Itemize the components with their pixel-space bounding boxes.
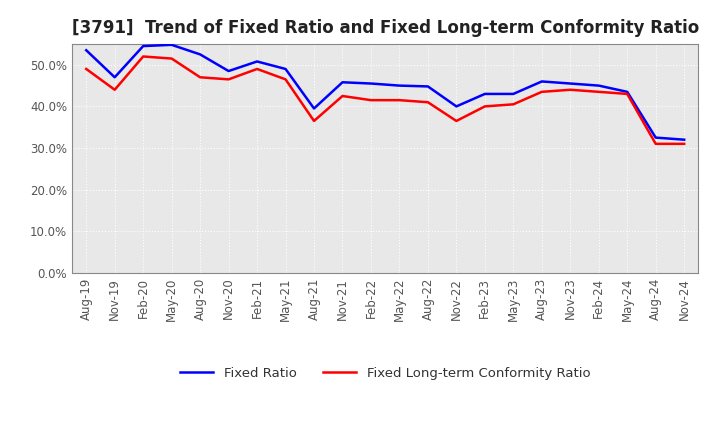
Fixed Ratio [139,44,148,49]
Fixed Long-term Conformity Ratio [253,66,261,72]
Fixed Long-term Conformity Ratio [310,118,318,124]
Fixed Long-term Conformity Ratio [537,89,546,95]
Fixed Ratio [338,80,347,85]
Fixed Ratio [537,79,546,84]
Fixed Ratio [423,84,432,89]
Fixed Ratio [282,66,290,72]
Fixed Ratio [680,137,688,142]
Fixed Long-term Conformity Ratio [225,77,233,82]
Fixed Long-term Conformity Ratio [366,98,375,103]
Fixed Long-term Conformity Ratio [566,87,575,92]
Fixed Ratio [110,75,119,80]
Fixed Long-term Conformity Ratio [452,118,461,124]
Fixed Long-term Conformity Ratio [623,91,631,96]
Legend: Fixed Ratio, Fixed Long-term Conformity Ratio: Fixed Ratio, Fixed Long-term Conformity … [175,361,595,385]
Fixed Long-term Conformity Ratio [680,141,688,147]
Fixed Ratio [310,106,318,111]
Title: [3791]  Trend of Fixed Ratio and Fixed Long-term Conformity Ratio: [3791] Trend of Fixed Ratio and Fixed Lo… [71,19,699,37]
Fixed Long-term Conformity Ratio [110,87,119,92]
Fixed Ratio [366,81,375,86]
Fixed Long-term Conformity Ratio [139,54,148,59]
Fixed Ratio [652,135,660,140]
Fixed Ratio [395,83,404,88]
Fixed Ratio [196,52,204,57]
Line: Fixed Long-term Conformity Ratio: Fixed Long-term Conformity Ratio [86,56,684,144]
Fixed Ratio [566,81,575,86]
Fixed Ratio [253,59,261,64]
Fixed Long-term Conformity Ratio [196,75,204,80]
Fixed Long-term Conformity Ratio [509,102,518,107]
Line: Fixed Ratio: Fixed Ratio [86,45,684,139]
Fixed Ratio [509,91,518,96]
Fixed Long-term Conformity Ratio [338,93,347,99]
Fixed Ratio [623,89,631,95]
Fixed Long-term Conformity Ratio [82,66,91,72]
Fixed Long-term Conformity Ratio [652,141,660,147]
Fixed Ratio [82,48,91,53]
Fixed Long-term Conformity Ratio [423,99,432,105]
Fixed Long-term Conformity Ratio [282,77,290,82]
Fixed Ratio [452,104,461,109]
Fixed Ratio [225,68,233,73]
Fixed Long-term Conformity Ratio [480,104,489,109]
Fixed Ratio [167,42,176,48]
Fixed Long-term Conformity Ratio [167,56,176,61]
Fixed Long-term Conformity Ratio [595,89,603,95]
Fixed Ratio [595,83,603,88]
Fixed Long-term Conformity Ratio [395,98,404,103]
Fixed Ratio [480,91,489,96]
